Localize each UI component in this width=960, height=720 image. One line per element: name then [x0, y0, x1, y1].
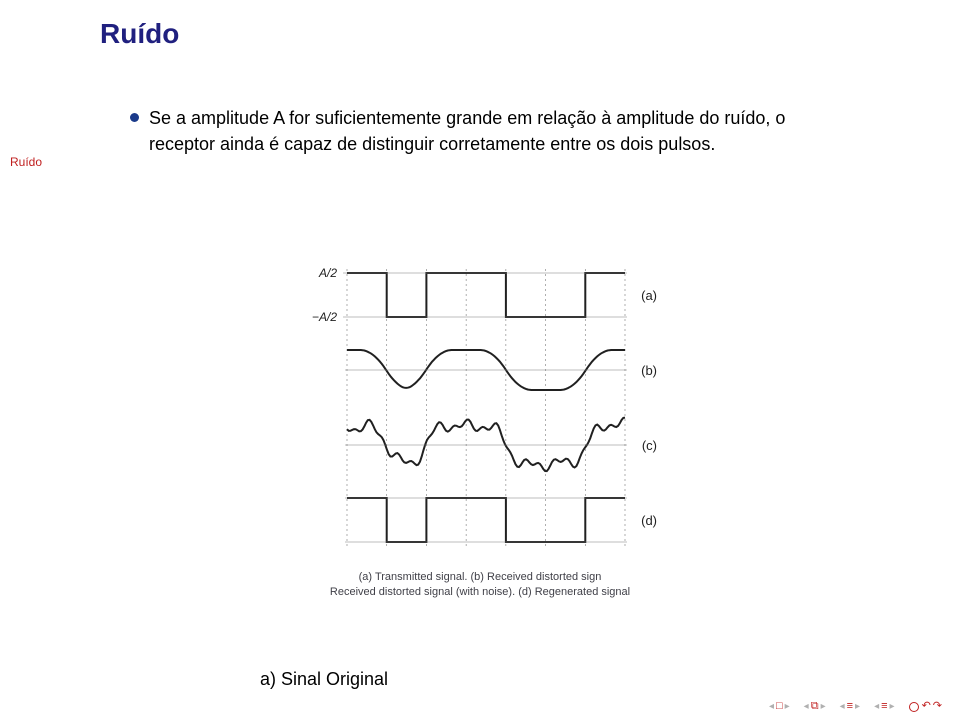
triangle-left-icon: ◂ [840, 702, 845, 712]
svg-text:(c): (c) [642, 438, 657, 453]
signal-diagram: A/2 −A/2 (a) (b) (c) (d) (a) Transmitted signa… [295, 255, 665, 615]
bullet-icon [130, 113, 139, 122]
triangle-right-icon: ▸ [890, 702, 895, 712]
nav-subsection[interactable]: ◂ ⧉ ▸ [804, 701, 826, 712]
overlap-squares-icon: ⧉ [811, 701, 819, 712]
sidebar-section-label: Ruído [10, 155, 42, 169]
nav-back[interactable]: ↶ ↷ [909, 701, 942, 712]
triangle-left-icon: ◂ [769, 702, 774, 712]
triangle-right-icon: ▸ [855, 702, 860, 712]
bars-icon: ≡ [847, 701, 853, 712]
footer-caption: a) Sinal Original [260, 669, 388, 690]
undo-icon: ↶ [922, 701, 931, 712]
triangle-left-icon: ◂ [804, 702, 809, 712]
circle-icon [909, 702, 919, 712]
page-title: Ruído [100, 18, 179, 50]
body-paragraph: Se a amplitude A for suficientemente gra… [130, 105, 850, 157]
triangle-right-icon: ▸ [821, 702, 826, 712]
beamer-nav-bar: ◂ □ ▸ ◂ ⧉ ▸ ◂ ≡ ▸ ◂ ≡ ▸ ↶ ↷ [769, 701, 942, 712]
nav-slide[interactable]: ◂ ≡ ▸ [874, 701, 894, 712]
svg-text:(d): (d) [641, 513, 657, 528]
svg-text:(b): (b) [641, 363, 657, 378]
svg-text:A/2: A/2 [318, 266, 337, 280]
svg-text:Received distorted signal (wit: Received distorted signal (with noise). … [330, 586, 630, 598]
square-icon: □ [776, 701, 783, 712]
nav-first[interactable]: ◂ □ ▸ [769, 701, 790, 712]
bullet-text: Se a amplitude A for suficientemente gra… [149, 105, 850, 157]
triangle-left-icon: ◂ [874, 702, 879, 712]
triangle-right-icon: ▸ [785, 702, 790, 712]
redo-icon: ↷ [933, 701, 942, 712]
svg-text:(a) Transmitted signal. (b) R: (a) Transmitted signal. (b) Received dis… [359, 571, 602, 583]
nav-frame[interactable]: ◂ ≡ ▸ [840, 701, 860, 712]
bars-icon: ≡ [881, 701, 887, 712]
svg-text:(a): (a) [641, 288, 657, 303]
svg-text:−A/2: −A/2 [312, 310, 337, 324]
